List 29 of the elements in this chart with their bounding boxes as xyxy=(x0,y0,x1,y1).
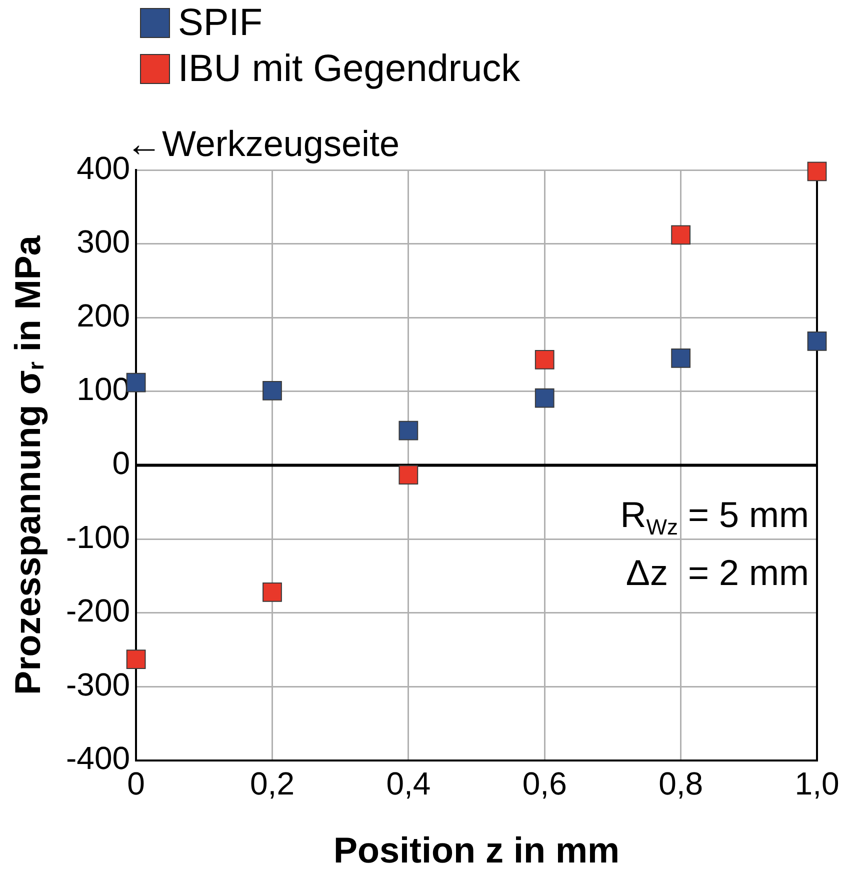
x-tick-label: 0,8 xyxy=(658,765,704,802)
y-tick-label: 400 xyxy=(76,150,130,186)
y-tick-label: -100 xyxy=(66,518,130,555)
point xyxy=(398,420,418,440)
point xyxy=(671,348,690,368)
x-tick-label: 1,0 xyxy=(794,765,840,802)
legend-label: IBU mit Gegendruck xyxy=(178,47,520,92)
point xyxy=(126,650,146,669)
y-tick-label: 0 xyxy=(112,445,130,482)
point xyxy=(534,350,554,370)
x-tick-label: 0,4 xyxy=(386,765,431,802)
y-axis-title: Prozesspannung σr in MPa xyxy=(6,234,48,695)
y-tick-label: -200 xyxy=(66,592,130,629)
x-axis-title: Position z in mm xyxy=(334,829,620,870)
point xyxy=(534,388,554,408)
point xyxy=(807,332,827,351)
point xyxy=(398,465,418,484)
y-tick-label: 300 xyxy=(76,224,130,260)
x-tick-label: 0,2 xyxy=(250,765,294,802)
point xyxy=(262,582,282,602)
y-tick-label: -300 xyxy=(66,666,130,702)
annotation: Δz = 2 mm xyxy=(626,552,809,594)
y-tick-label: 200 xyxy=(76,297,130,334)
x-tick-label: 0,6 xyxy=(522,765,567,802)
point xyxy=(807,162,827,182)
legend-label: SPIF xyxy=(178,1,262,46)
point xyxy=(671,225,690,245)
point xyxy=(262,380,282,400)
y-tick-label: -400 xyxy=(66,740,130,776)
